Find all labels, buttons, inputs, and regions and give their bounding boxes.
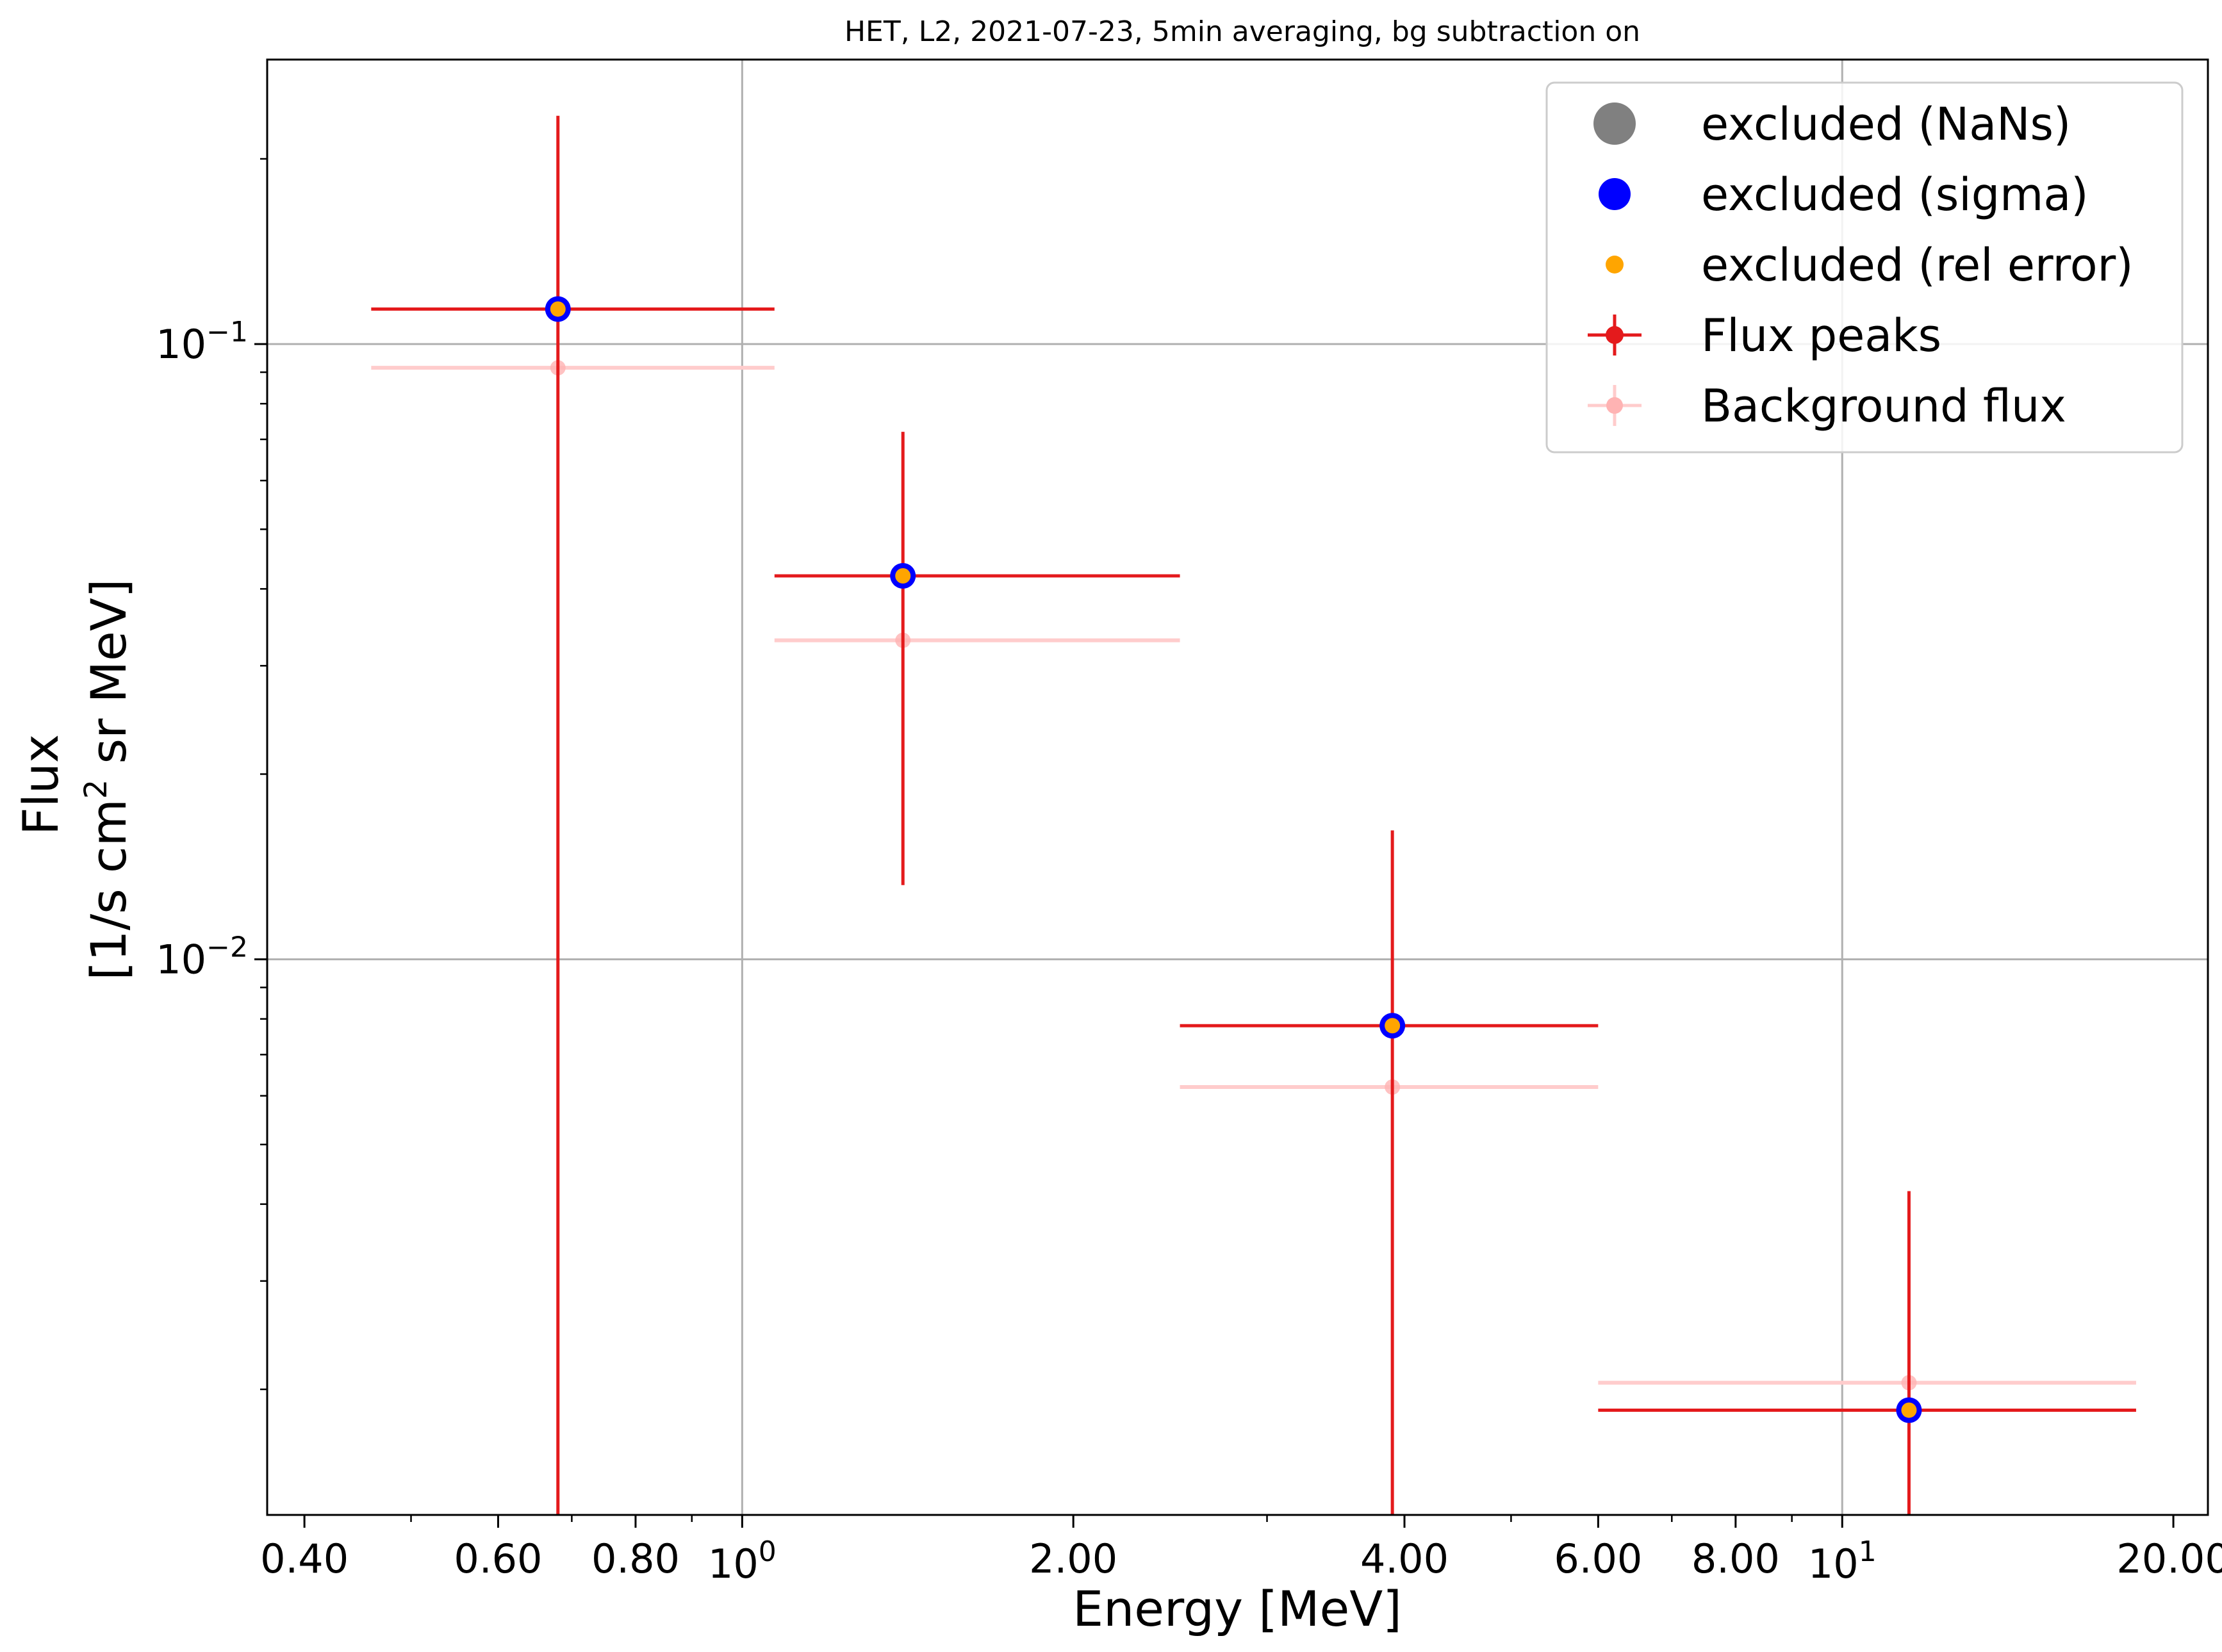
excluded-rel-error-marker — [1901, 1402, 1917, 1418]
y-tick-label: 10−1 — [156, 316, 248, 368]
excluded-markers — [545, 296, 1922, 1423]
legend-marker-background — [1606, 397, 1623, 414]
x-decade-tick-label: 100 — [708, 1535, 777, 1587]
legend-frame — [1545, 81, 2184, 454]
excluded-rel-error-marker — [550, 301, 566, 317]
axis-ticks: 0.40 0.60 0.80 2.00 4.00 6.00 8.00 20.00 100 101 1… — [156, 158, 2222, 1587]
x-tick-label: 8.00 — [1691, 1535, 1780, 1582]
legend-label: excluded (sigma) — [1701, 168, 2089, 221]
legend-marker-excluded-nans — [1593, 102, 1636, 145]
legend-label: Flux peaks — [1701, 309, 1941, 362]
legend-label: Background flux — [1701, 380, 2066, 432]
legend-marker-excluded-rel-error — [1606, 256, 1624, 274]
flux-peaks-series — [371, 115, 2136, 1515]
legend-label: excluded (rel error) — [1701, 239, 2134, 291]
legend-label: excluded (NaNs) — [1701, 98, 2071, 151]
plot-area-frame — [266, 58, 2209, 1516]
y-axis-label: Flux [1/s cm2 sr MeV] — [12, 579, 137, 981]
x-tick-label: 0.40 — [260, 1535, 349, 1582]
x-tick-label: 20.00 — [2116, 1535, 2222, 1582]
legend-marker-excluded-sigma — [1599, 178, 1631, 210]
x-tick-label: 6.00 — [1554, 1535, 1642, 1582]
y-axis-label-line2: [1/s cm2 sr MeV] — [78, 579, 137, 981]
x-tick-label: 2.00 — [1029, 1535, 1117, 1582]
x-decade-tick-label: 101 — [1808, 1535, 1877, 1587]
y-axis-label-line1: Flux — [12, 734, 69, 835]
x-tick-label: 4.00 — [1360, 1535, 1449, 1582]
x-axis-label: Energy [MeV] — [1073, 1580, 1402, 1637]
excluded-rel-error-marker — [1385, 1018, 1401, 1034]
x-tick-label: 0.60 — [454, 1535, 542, 1582]
excluded-rel-error-marker — [895, 568, 911, 584]
legend: excluded (NaNs) excluded (sigma) excluded … — [1545, 81, 2184, 454]
legend-marker-flux-peaks — [1606, 326, 1624, 344]
x-tick-label: 0.80 — [591, 1535, 680, 1582]
y-tick-label: 10−2 — [156, 931, 248, 983]
chart-title: HET, L2, 2021-07-23, 5min averaging, bg … — [844, 15, 1640, 48]
